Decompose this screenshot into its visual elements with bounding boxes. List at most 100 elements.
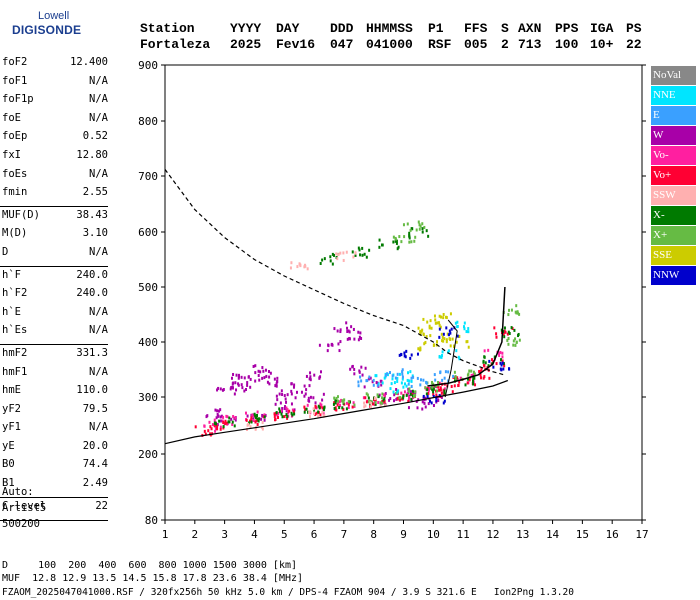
echo-mark-x — [431, 388, 434, 392]
echo-mark-x — [515, 304, 518, 308]
echo-mark-vo — [443, 387, 446, 391]
echo-mark-x — [514, 343, 517, 347]
echo-mark-e — [372, 378, 375, 382]
echo-mark-x — [421, 227, 424, 231]
x-tick-label: 8 — [370, 528, 377, 541]
echo-mark-nne — [463, 327, 466, 331]
param-label: foEs — [2, 167, 28, 180]
echo-mark-vo — [286, 408, 289, 412]
echo-mark-vo — [468, 378, 471, 382]
echo-mark-e — [386, 372, 389, 376]
echo-mark-e — [372, 383, 375, 387]
echo-mark-w — [424, 405, 427, 409]
param-label: hmF2 — [2, 346, 28, 359]
echo-mark-vo — [501, 355, 504, 359]
echo-mark-nne — [465, 330, 468, 334]
echo-mark-x — [345, 407, 348, 411]
echo-mark-nne — [409, 370, 412, 374]
param-label: C-level — [2, 499, 47, 512]
echo-mark-x — [305, 407, 308, 411]
echo-mark-x — [331, 252, 334, 256]
echo-mark-vo — [472, 373, 475, 377]
echo-mark-ssw — [312, 407, 315, 411]
echo-mark-nnw — [488, 359, 491, 363]
echo-mark-w — [427, 402, 430, 406]
x-tick-label: 1 — [162, 528, 169, 541]
echo-mark-x — [512, 339, 515, 343]
echo-mark-w — [280, 389, 283, 393]
echo-mark-w — [217, 414, 220, 418]
echo-mark-x — [381, 243, 384, 247]
echo-mark-vo — [403, 390, 406, 394]
echo-mark-x — [470, 369, 473, 373]
echo-mark-sse — [421, 328, 424, 332]
echo-mark-vo — [213, 418, 216, 422]
x-tick-label: 15 — [576, 528, 589, 541]
echo-mark-vo — [339, 403, 342, 407]
legend-item-sse: SSE — [651, 246, 696, 266]
echo-mark-x — [258, 417, 261, 421]
echo-mark-x — [353, 403, 356, 407]
echo-mark-ssw — [363, 401, 366, 405]
echo-mark-vo — [493, 326, 496, 330]
echo-mark-x — [518, 338, 521, 342]
echo-mark-sse — [442, 313, 445, 317]
echo-mark-sse — [418, 348, 421, 352]
echo-mark-nne — [447, 349, 450, 353]
echo-mark-x — [493, 355, 496, 359]
echo-mark-x — [337, 399, 340, 403]
echo-mark-x — [398, 235, 401, 239]
param-label: fmin — [2, 186, 28, 199]
echo-mark-x — [411, 389, 414, 393]
echo-mark-x — [335, 396, 338, 400]
echo-mark-x — [518, 312, 521, 316]
echo-mark-vo — [232, 414, 235, 418]
echo-mark-x — [321, 258, 324, 262]
echo-mark-w — [333, 327, 336, 331]
param-label: B0 — [2, 458, 15, 471]
echo-mark-vo — [480, 368, 483, 372]
echo-mark-vo — [288, 409, 291, 413]
echo-mark-x — [402, 396, 405, 400]
x-tick-label: 14 — [546, 528, 560, 541]
echo-mark-nne — [441, 354, 444, 358]
echo-mark-vo — [372, 402, 375, 406]
echo-mark-vo — [466, 381, 469, 385]
echo-mark-e — [396, 372, 399, 376]
echo-mark-x — [425, 229, 428, 233]
echo-mark-w — [352, 327, 355, 331]
echo-mark-nne — [401, 377, 404, 381]
echo-mark-w — [360, 365, 363, 369]
echo-mark-ssw — [261, 425, 264, 429]
echo-mark-nnw — [438, 327, 441, 331]
echo-mark-nnw — [428, 399, 431, 403]
echo-mark-ssw — [379, 404, 382, 408]
echo-mark-x — [407, 389, 410, 393]
echo-mark-nne — [408, 379, 411, 383]
legend-item-noval: NoVal — [651, 66, 696, 86]
echo-mark-vo — [340, 398, 343, 402]
echo-mark-w — [237, 383, 240, 387]
echo-mark-vo — [501, 359, 504, 363]
echo-mark-e — [443, 376, 446, 380]
echo-mark-x — [513, 328, 516, 332]
echo-mark-ssw — [296, 265, 299, 269]
echo-mark-vo — [250, 416, 253, 420]
header-label-7: S — [501, 21, 509, 36]
echo-mark-vo — [303, 405, 306, 409]
echo-mark-e — [422, 378, 425, 382]
echo-mark-vo — [224, 421, 227, 425]
echo-mark-w — [351, 364, 354, 368]
echo-mark-w — [275, 384, 278, 388]
echo-mark-w — [308, 399, 311, 403]
param-row: h`Es N/A — [0, 324, 110, 343]
echo-mark-x — [233, 424, 236, 428]
echo-mark-vo — [222, 415, 225, 419]
echo-mark-e — [401, 372, 404, 376]
echo-mark-vo — [291, 408, 294, 412]
x-trace-line — [444, 319, 458, 398]
echo-mark-x — [222, 425, 225, 429]
echo-mark-w — [234, 381, 237, 385]
echo-mark-x — [410, 397, 413, 401]
echo-mark-ssw — [308, 415, 311, 419]
